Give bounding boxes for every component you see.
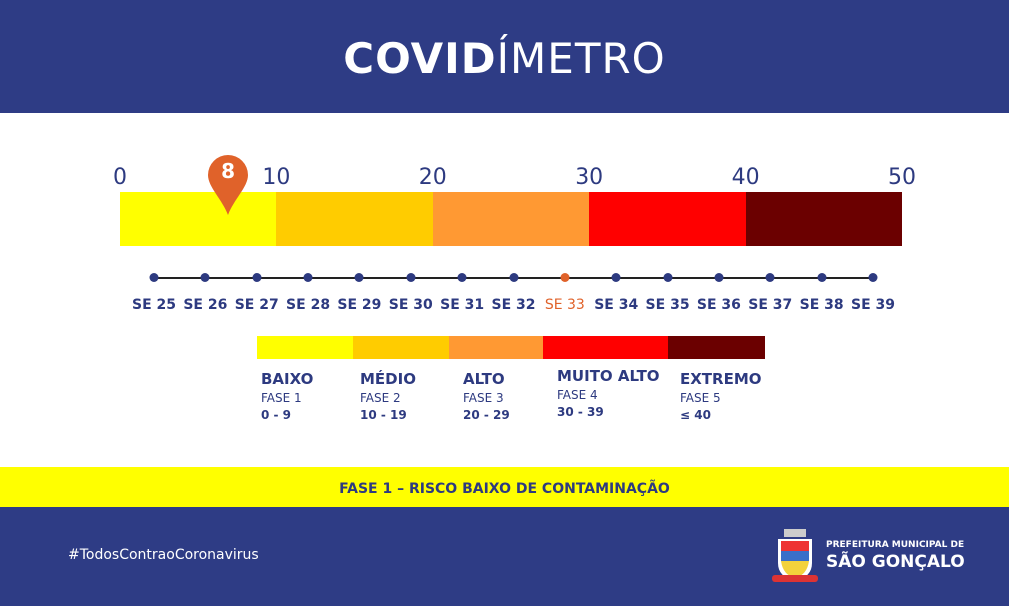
current-value-marker: 8 — [206, 153, 250, 217]
title-bold: COVID — [343, 34, 497, 83]
legend-phase: FASE 3 — [463, 391, 504, 405]
hashtag: #TodosContraoCoronavirus — [68, 547, 259, 563]
legend-item: MUITO ALTO FASE 4 30 - 39 — [557, 367, 660, 419]
timeline-dot — [817, 273, 827, 282]
timeline-dot — [868, 273, 878, 282]
timeline-dot — [149, 273, 159, 282]
week-label: SE 27 — [234, 297, 279, 313]
gauge-segment — [276, 192, 433, 246]
week-label: SE 34 — [594, 297, 639, 313]
legend-name: EXTREMO — [680, 370, 762, 388]
status-band: FASE 1 – RISCO BAIXO DE CONTAMINAÇÃO — [0, 467, 1009, 507]
week-label: SE 32 — [491, 297, 536, 313]
week-label: SE 39 — [850, 297, 896, 313]
week-label: SE 35 — [645, 297, 690, 313]
week-label: SE 31 — [440, 297, 485, 313]
legend-name: BAIXO — [261, 370, 314, 388]
week-label: SE 28 — [286, 297, 331, 313]
gauge-segment — [745, 192, 902, 246]
week-label: SE 26 — [183, 297, 228, 313]
timeline-dot — [611, 273, 621, 282]
legend-range: 0 - 9 — [261, 408, 292, 422]
current-value: 8 — [221, 159, 236, 183]
legend-swatch — [668, 336, 765, 359]
legend-swatch — [543, 336, 668, 359]
legend-swatch — [353, 336, 449, 359]
legend-range: 30 - 39 — [557, 405, 604, 419]
page-title: COVIDÍMETRO — [0, 34, 1009, 83]
legend-item: MÉDIO FASE 2 10 - 19 — [360, 370, 416, 422]
legend-swatch — [449, 336, 543, 359]
legend-phase: FASE 4 — [557, 388, 598, 402]
prefeitura-logo: PREFEITURA MUNICIPAL DE SÃO GONÇALO — [770, 527, 970, 587]
timeline-dot — [663, 273, 673, 282]
legend-phase: FASE 2 — [360, 391, 401, 405]
logo-line1: PREFEITURA MUNICIPAL DE — [826, 540, 965, 550]
week-label: SE 25 — [131, 297, 177, 313]
title-light: ÍMETRO — [496, 34, 666, 83]
timeline-dot — [354, 273, 364, 282]
timeline-dot — [200, 273, 210, 282]
legend-item: BAIXO FASE 1 0 - 9 — [261, 370, 313, 422]
timeline-dot — [509, 273, 518, 282]
timeline-dot — [457, 273, 467, 282]
timeline-dot — [714, 273, 724, 282]
timeline-dot — [560, 273, 570, 282]
header: COVIDÍMETRO — [0, 0, 1009, 113]
legend-swatch — [257, 336, 353, 359]
scale-tick-label: 40 — [731, 165, 760, 190]
week-label: SE 36 — [696, 297, 741, 313]
coat-of-arms-icon — [772, 529, 818, 582]
scale-tick-label: 0 — [113, 165, 127, 190]
logo-line2: SÃO GONÇALO — [826, 552, 965, 572]
gauge-segment — [589, 192, 746, 246]
footer: #TodosContraoCoronavirus PREFEITURA MUNI… — [0, 507, 1009, 606]
timeline-dot — [303, 273, 313, 282]
legend-phase: FASE 1 — [261, 391, 302, 405]
legend-range: 20 - 29 — [463, 408, 510, 422]
legend-name: MÉDIO — [360, 370, 416, 388]
legend-item: ALTO FASE 3 20 - 29 — [463, 370, 510, 422]
legend-range: 10 - 19 — [360, 408, 407, 422]
week-label: SE 33 — [544, 297, 585, 313]
gauge-segment — [432, 192, 590, 246]
legend-name: MUITO ALTO — [557, 367, 660, 385]
timeline-dot — [406, 273, 416, 282]
scale-tick-label: 50 — [888, 165, 916, 190]
scale-tick-label: 30 — [575, 165, 604, 190]
gauge-segment — [120, 192, 277, 246]
week-label: SE 29 — [337, 297, 382, 313]
legend-name: ALTO — [463, 370, 505, 388]
week-label: SE 37 — [748, 297, 793, 313]
legend-item: EXTREMO FASE 5 ≤ 40 — [680, 370, 762, 422]
legend-phase: FASE 5 — [680, 391, 721, 405]
scale-tick-label: 10 — [262, 165, 291, 190]
timeline-dot — [765, 273, 775, 282]
legend-range: ≤ 40 — [680, 408, 711, 422]
scale-tick-label: 20 — [418, 165, 447, 190]
timeline-dot — [252, 273, 262, 282]
week-label: SE 30 — [388, 297, 433, 313]
week-label: SE 38 — [799, 297, 844, 313]
map-pin-icon — [208, 155, 249, 215]
